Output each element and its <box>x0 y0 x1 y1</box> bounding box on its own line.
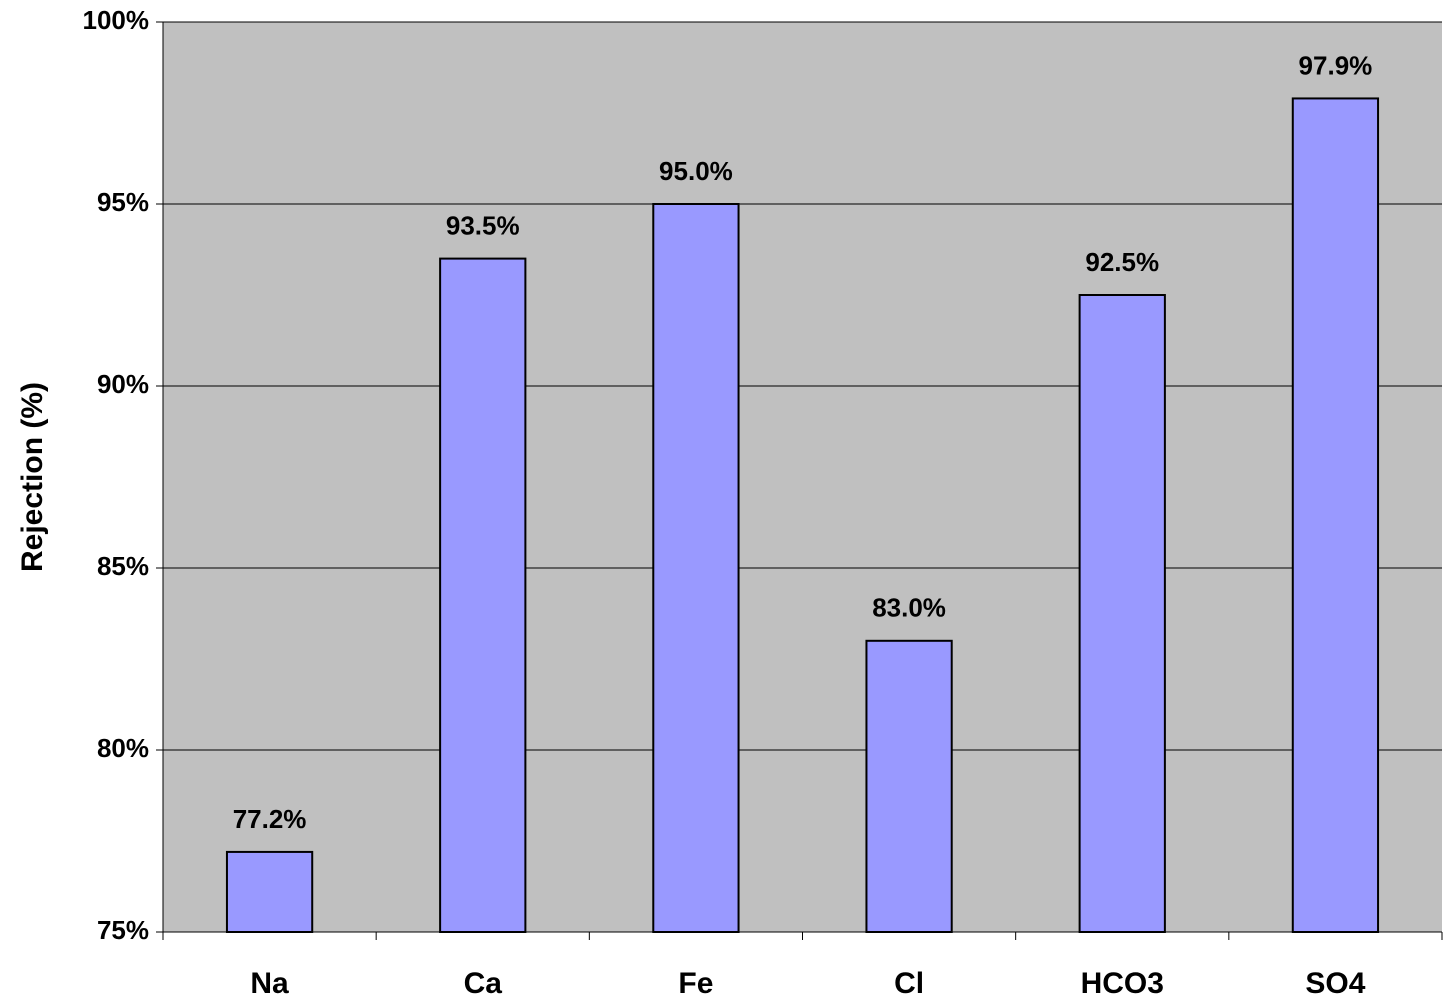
data-label: 95.0% <box>659 156 733 186</box>
y-tick-label: 90% <box>97 369 149 399</box>
data-label: 93.5% <box>446 210 520 240</box>
x-tick-label: HCO3 <box>1081 967 1164 1000</box>
plot-area <box>163 22 1442 932</box>
y-tick-label: 80% <box>97 733 149 763</box>
bar <box>1291 97 1380 933</box>
x-tick-label: Ca <box>464 967 503 1000</box>
x-tick-label: Fe <box>678 967 713 1000</box>
x-tick-label: Cl <box>894 967 924 1000</box>
bar <box>1078 294 1166 933</box>
data-label: 77.2% <box>233 804 307 834</box>
bar <box>439 257 527 934</box>
y-tick-label: 75% <box>97 915 149 945</box>
bar <box>652 203 740 933</box>
bar <box>865 639 953 933</box>
y-axis-label: Rejection (%) <box>16 382 49 572</box>
y-tick-label: 95% <box>97 187 149 217</box>
bar <box>225 850 314 933</box>
y-tick-label: 85% <box>97 551 149 581</box>
data-label: 83.0% <box>872 593 946 623</box>
x-tick-label: SO4 <box>1305 967 1365 1000</box>
data-label: 92.5% <box>1085 247 1159 277</box>
data-label: 97.9% <box>1299 50 1373 80</box>
x-tick-label: Na <box>250 967 289 1000</box>
y-tick-label: 100% <box>83 5 150 35</box>
